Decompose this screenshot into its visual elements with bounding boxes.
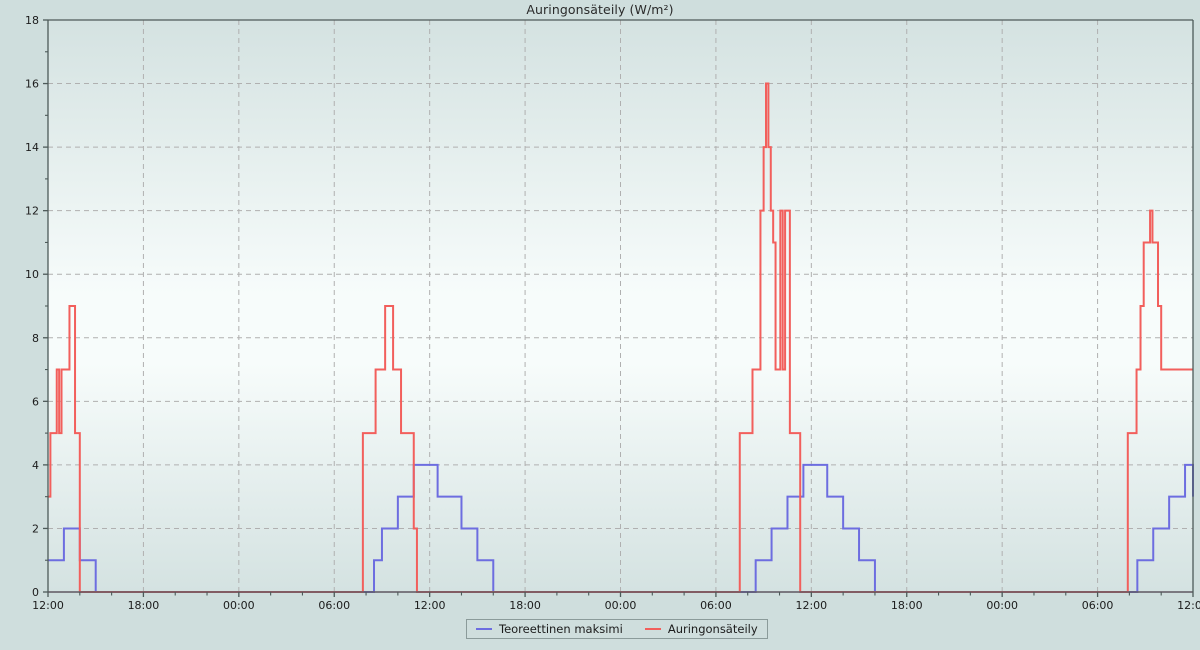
y-axis-tick-label: 8 [32,332,39,345]
x-axis-tick-label: 06:00 [700,599,732,612]
x-axis-tick-label: 12:00 [32,599,64,612]
legend-label-theoretical-max: Teoreettinen maksimi [499,622,623,636]
chart-title: Auringonsäteily (W/m²) [526,2,674,17]
y-axis-tick-label: 16 [25,78,39,91]
y-axis-tick-label: 4 [32,459,39,472]
x-axis-tick-label: 00:00 [223,599,255,612]
chart-legend: Teoreettinen maksimi Auringonsäteily [466,619,768,639]
x-axis-tick-label: 06:00 [1082,599,1114,612]
y-axis-tick-label: 6 [32,395,39,408]
y-axis-tick-label: 12 [25,205,39,218]
x-axis-tick-label: 12:00 [414,599,446,612]
x-axis-tick-label: 18:00 [128,599,160,612]
y-axis-tick-label: 18 [25,14,39,27]
legend-swatch-solar-radiation [644,628,661,630]
x-axis-tick-label: 06:00 [318,599,350,612]
x-axis-tick-label: 18:00 [509,599,541,612]
x-axis-tick-label: 00:00 [605,599,637,612]
x-axis-tick-label: 00:00 [986,599,1018,612]
legend-item-solar-radiation[interactable]: Auringonsäteily [644,620,758,638]
legend-item-theoretical-max[interactable]: Teoreettinen maksimi [476,620,623,638]
y-axis-tick-label: 10 [25,268,39,281]
x-axis-tick-label: 12:00 [1177,599,1200,612]
legend-swatch-theoretical-max [476,628,492,630]
x-axis-tick-label: 18:00 [891,599,923,612]
legend-label-solar-radiation: Auringonsäteily [667,622,758,636]
x-axis-tick-label: 12:00 [795,599,827,612]
y-axis-tick-label: 2 [32,522,39,535]
y-axis-tick-label: 14 [25,141,39,154]
series-solar-radiation [48,82,1193,593]
y-axis-tick-label: 0 [32,586,39,599]
